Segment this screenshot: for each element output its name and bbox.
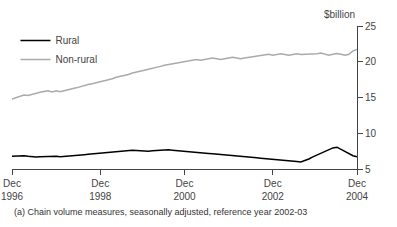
svg-text:Non-rural: Non-rural [55, 54, 97, 65]
svg-text:$billion: $billion [324, 9, 355, 20]
svg-text:Dec1998: Dec1998 [89, 178, 112, 202]
svg-text:10: 10 [365, 128, 377, 139]
svg-text:(a) Chain volume measures, sea: (a) Chain volume measures, seasonally ad… [14, 207, 307, 217]
svg-text:Dec2002: Dec2002 [262, 178, 285, 202]
svg-text:Dec2000: Dec2000 [173, 178, 196, 202]
svg-text:25: 25 [365, 21, 377, 32]
svg-text:Dec2004: Dec2004 [346, 178, 369, 202]
svg-text:20: 20 [365, 56, 377, 67]
svg-text:5: 5 [365, 164, 371, 175]
svg-text:Dec1996: Dec1996 [1, 178, 24, 202]
svg-text:Rural: Rural [55, 35, 79, 46]
svg-text:15: 15 [365, 92, 377, 103]
